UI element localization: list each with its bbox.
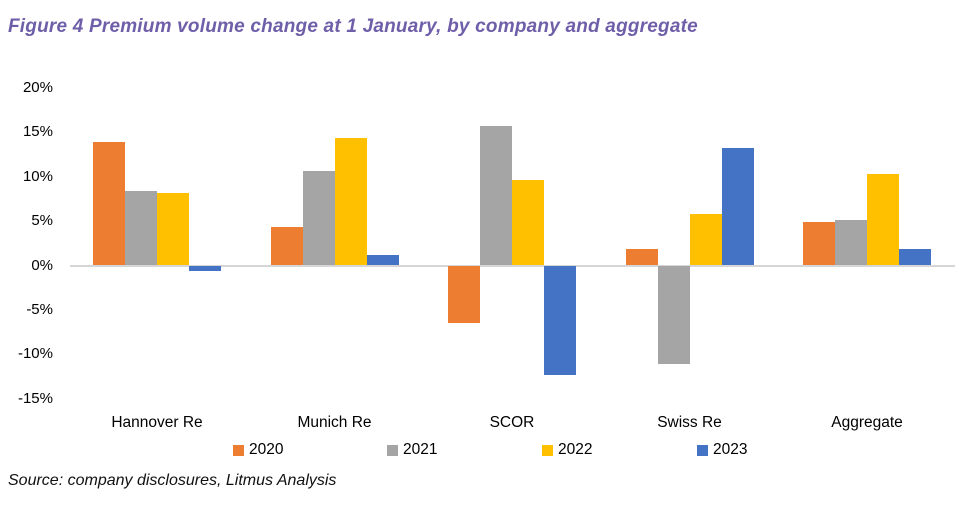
bar-2023-scor xyxy=(544,265,576,376)
source-note: Source: company disclosures, Litmus Anal… xyxy=(8,472,337,489)
bar-2021-hannover-re xyxy=(125,190,157,266)
bar-2020-hannover-re xyxy=(93,142,125,266)
bar-2020-scor xyxy=(448,265,480,324)
legend-swatch-icon xyxy=(233,444,244,456)
x-axis-category-label: Hannover Re xyxy=(111,414,203,431)
bar-2020-munich-re xyxy=(270,227,303,266)
x-axis-category-label: Swiss Re xyxy=(657,414,722,431)
legend-swatch-icon xyxy=(697,444,708,456)
bar-2020-aggregate xyxy=(803,222,835,266)
y-axis-tick-label: -15% xyxy=(17,389,53,407)
bar-2020-swiss-re xyxy=(625,248,658,266)
legend-swatch-icon xyxy=(542,444,553,456)
y-axis-tick-label: -10% xyxy=(17,345,53,363)
bar-2021-scor xyxy=(480,126,512,266)
bar-2022-munich-re xyxy=(334,137,367,266)
legend-label: 2021 xyxy=(403,441,438,458)
legend-swatch-icon xyxy=(387,444,398,456)
y-axis-tick-label: 20% xyxy=(22,79,53,97)
legend-item-2022: 2022 xyxy=(542,441,592,459)
legend-item-2023: 2023 xyxy=(697,441,747,459)
bar-2021-aggregate xyxy=(835,220,867,266)
y-axis-tick-label: 15% xyxy=(22,123,53,141)
legend-item-2021: 2021 xyxy=(387,441,437,459)
legend-item-2020: 2020 xyxy=(233,441,283,459)
x-axis-zero-line xyxy=(70,265,955,267)
bar-2021-munich-re xyxy=(302,170,335,266)
bar-2022-scor xyxy=(512,180,544,266)
legend-label: 2020 xyxy=(249,441,284,458)
bar-2023-munich-re xyxy=(366,254,399,266)
legend-label: 2022 xyxy=(558,441,593,458)
x-axis-category-label: Munich Re xyxy=(297,414,372,431)
y-axis-tick-label: 5% xyxy=(31,212,53,230)
y-axis-tick-label: 0% xyxy=(31,256,53,274)
bar-2023-aggregate xyxy=(899,248,931,266)
bar-2021-swiss-re xyxy=(657,265,690,364)
x-axis-category-label: SCOR xyxy=(489,414,535,431)
bar-2022-swiss-re xyxy=(689,214,722,266)
y-axis-tick-label: -5% xyxy=(26,300,53,318)
figure-title: Figure 4 Premium volume change at 1 Janu… xyxy=(8,16,698,37)
bar-2023-hannover-re xyxy=(189,265,221,271)
bar-2022-hannover-re xyxy=(157,192,189,266)
legend-label: 2023 xyxy=(713,441,748,458)
x-axis-category-label: Aggregate xyxy=(831,414,903,431)
bar-2023-swiss-re xyxy=(721,148,754,266)
bar-2022-aggregate xyxy=(867,174,899,266)
y-axis-tick-label: 10% xyxy=(22,167,53,185)
